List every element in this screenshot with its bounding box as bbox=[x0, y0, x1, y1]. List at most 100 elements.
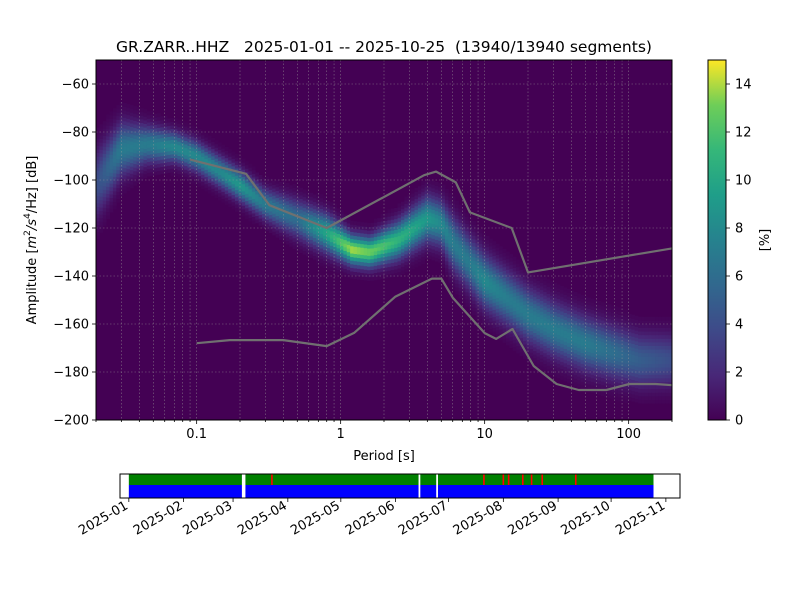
heatmap-cell bbox=[265, 197, 270, 202]
heatmap-cell bbox=[302, 207, 307, 212]
heatmap-cell bbox=[258, 214, 263, 219]
heatmap-cell bbox=[577, 365, 581, 370]
heatmap-cell bbox=[499, 285, 503, 290]
heatmap-cell bbox=[167, 165, 171, 170]
heatmap-cell bbox=[302, 189, 307, 194]
heatmap-cell bbox=[417, 193, 422, 198]
heatmap-cell bbox=[387, 252, 392, 257]
heatmap-cell bbox=[400, 248, 405, 253]
heatmap-cell bbox=[207, 139, 212, 144]
heatmap-cell bbox=[573, 349, 578, 354]
heatmap-cell bbox=[170, 121, 175, 126]
heatmap-cell bbox=[621, 337, 625, 342]
heatmap-cell bbox=[417, 251, 422, 256]
heatmap-cell bbox=[468, 292, 473, 297]
heatmap-cell bbox=[451, 221, 456, 226]
heatmap-cell bbox=[417, 261, 422, 266]
heatmap-cell bbox=[556, 334, 561, 339]
heatmap-cell bbox=[512, 343, 517, 348]
heatmap-cell bbox=[367, 266, 371, 271]
heatmap-cell bbox=[201, 170, 205, 175]
heatmap-cell bbox=[407, 241, 412, 246]
heatmap-cell bbox=[211, 191, 215, 196]
heatmap-cell bbox=[116, 166, 121, 171]
heatmap-cell bbox=[485, 257, 490, 262]
heatmap-cell bbox=[231, 187, 236, 192]
heatmap-cell bbox=[546, 282, 551, 287]
heatmap-cell bbox=[295, 200, 300, 205]
heatmap-cell bbox=[621, 344, 625, 349]
heatmap-cell bbox=[424, 186, 429, 191]
heatmap-cell bbox=[448, 243, 453, 248]
heatmap-cell bbox=[583, 379, 588, 384]
heatmap-cell bbox=[339, 249, 344, 254]
heatmap-cell bbox=[638, 370, 642, 375]
heatmap-cell bbox=[536, 298, 541, 303]
heatmap-cell bbox=[312, 234, 317, 239]
heatmap-cell bbox=[251, 209, 256, 214]
heatmap-cell bbox=[116, 162, 121, 167]
heatmap-cell bbox=[489, 292, 493, 297]
heatmap-cell bbox=[512, 274, 517, 279]
heatmap-cell bbox=[607, 304, 612, 309]
heatmap-cell bbox=[468, 285, 473, 290]
heatmap-cell bbox=[570, 322, 575, 327]
heatmap-cell bbox=[451, 264, 456, 269]
heatmap-cell bbox=[668, 385, 672, 390]
heatmap-cell bbox=[485, 264, 490, 269]
heatmap-cell bbox=[394, 251, 398, 256]
heatmap-cell bbox=[546, 286, 551, 291]
heatmap-cell bbox=[461, 251, 466, 256]
heatmap-cell bbox=[363, 265, 368, 270]
heatmap-cell bbox=[312, 216, 317, 221]
heatmap-cell bbox=[170, 139, 175, 144]
heatmap-cell bbox=[560, 375, 564, 380]
heatmap-cell bbox=[451, 203, 456, 208]
heatmap-cell bbox=[302, 203, 307, 208]
colorbar-tick-label: 12 bbox=[735, 126, 752, 141]
heatmap-cell bbox=[478, 290, 483, 295]
heatmap-cell bbox=[566, 332, 571, 337]
heatmap-cell bbox=[295, 243, 300, 248]
heatmap-cell bbox=[441, 195, 446, 200]
heatmap-cell bbox=[390, 219, 395, 224]
heatmap-cell bbox=[458, 294, 463, 299]
heatmap-cell bbox=[600, 345, 605, 350]
heatmap-cell bbox=[458, 287, 463, 292]
heatmap-cell bbox=[509, 333, 514, 338]
heatmap-cell bbox=[434, 228, 439, 233]
heatmap-cell bbox=[214, 154, 219, 159]
heatmap-cell bbox=[468, 281, 473, 286]
heatmap-cell bbox=[411, 236, 415, 241]
heatmap-cell bbox=[99, 210, 104, 215]
heatmap-cell bbox=[343, 239, 348, 244]
heatmap-cell bbox=[550, 327, 554, 332]
heatmap-cell bbox=[234, 178, 239, 183]
heatmap-cell bbox=[194, 170, 199, 175]
heatmap-cell bbox=[397, 250, 402, 255]
heatmap-cell bbox=[539, 307, 544, 312]
heatmap-cell bbox=[255, 212, 260, 217]
heatmap-cell bbox=[387, 216, 392, 221]
heatmap-cell bbox=[184, 147, 188, 152]
heatmap-cell bbox=[421, 224, 426, 229]
heatmap-cell bbox=[502, 317, 507, 322]
heatmap-cell bbox=[146, 161, 151, 166]
heatmap-cell bbox=[512, 307, 517, 312]
heatmap-cell bbox=[299, 241, 304, 246]
heatmap-cell bbox=[102, 221, 107, 226]
heatmap-cell bbox=[512, 317, 517, 322]
heatmap-cell bbox=[614, 349, 619, 354]
heatmap-cell bbox=[353, 246, 358, 251]
heatmap-cell bbox=[360, 229, 365, 234]
heatmap-cell bbox=[600, 370, 605, 375]
heatmap-cell bbox=[390, 222, 395, 227]
heatmap-cell bbox=[136, 132, 141, 137]
heatmap-cell bbox=[519, 348, 524, 353]
heatmap-cell bbox=[275, 215, 280, 220]
heatmap-cell bbox=[201, 142, 205, 147]
heatmap-cell bbox=[665, 360, 670, 364]
heatmap-cell bbox=[583, 350, 588, 355]
heatmap-cell bbox=[448, 272, 453, 277]
heatmap-cell bbox=[624, 323, 629, 328]
